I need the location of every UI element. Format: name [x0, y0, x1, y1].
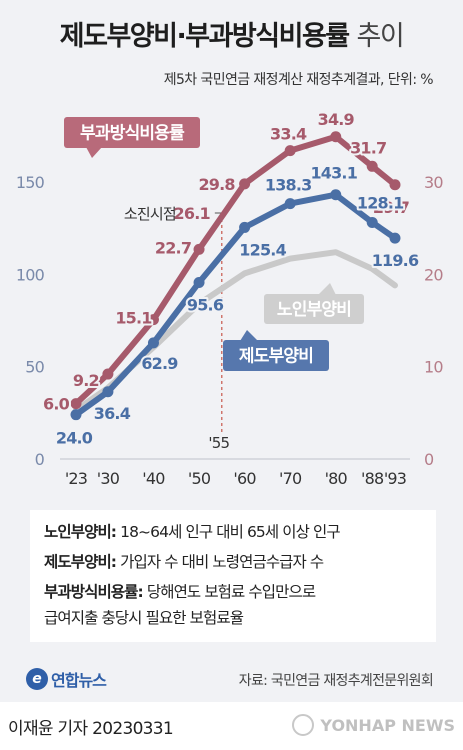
- legend-desc: 18~64세 인구 대비 65세 이상 인구: [116, 523, 341, 541]
- system-dependency-point: [330, 189, 342, 201]
- pay-rate-point: [284, 145, 296, 157]
- title-bold: 제도부양비·부과방식비용률: [59, 21, 350, 52]
- pay-rate-point: [389, 179, 401, 191]
- depletion-year-label: '55: [208, 434, 229, 452]
- left-axis-tick-label: 50: [25, 358, 44, 377]
- pay-rate-point: [70, 398, 82, 410]
- logo-text: 연합뉴스: [51, 671, 107, 690]
- title-light: 추이: [356, 21, 405, 52]
- pay-rate-point: [330, 131, 342, 143]
- source-note: 자료: 국민연금 재정추계전문위원회: [238, 673, 434, 689]
- legend-line-payrate: 부과방식비용률: 당해연도 보험료 수입만으로: [44, 580, 316, 602]
- left-axis-tick-label: 0: [35, 450, 45, 469]
- logo-mark-icon: e: [26, 668, 48, 690]
- system-dependency-data-label: 128.1: [357, 193, 404, 212]
- reporter-credit: 이재윤 기자 20230331: [8, 719, 174, 739]
- legend-term: 제도부양비:: [44, 553, 117, 571]
- pay-rate-data-label: 9.2: [73, 371, 99, 390]
- legend-line-system: 제도부양비: 가입자 수 대비 노령연금수급자 수: [44, 550, 324, 572]
- x-axis-tick-label: '70: [279, 469, 302, 488]
- depletion-label: 소진시점: [124, 205, 176, 223]
- system-dependency-series-tag-bg: [223, 340, 329, 371]
- system-dependency-point: [102, 386, 114, 398]
- chart-title: 제도부양비·부과방식비용률 추이: [0, 14, 463, 53]
- chart-subtitle: 제5차 국민연금 재정계산 재정추계결과, 단위: %: [163, 72, 434, 88]
- pay-rate-series-tag-bg: [64, 117, 200, 148]
- system-dependency-data-label: 143.1: [310, 164, 357, 183]
- left-axis-tick-label: 100: [16, 265, 45, 284]
- system-dependency-series-tag: 제도부양비: [239, 347, 313, 367]
- system-dependency-data-label: 24.0: [56, 429, 93, 448]
- x-axis-tick-label: '30: [97, 469, 120, 488]
- system-dependency-point: [147, 337, 159, 349]
- legend-term: 노인부양비:: [44, 523, 117, 541]
- system-dependency-point: [193, 276, 205, 288]
- wire-text: YONHAP NEWS: [320, 715, 455, 735]
- pay-rate-point: [147, 314, 159, 326]
- pay-rate-series-tag-pointer: [86, 147, 102, 158]
- system-dependency-data-label: 62.9: [141, 354, 178, 373]
- elderly-dependency-line: [73, 249, 398, 414]
- legend-desc: 급여지출 충당시 필요한 보험료율: [44, 609, 244, 627]
- x-axis-tick-label: '60: [233, 469, 256, 488]
- system-dependency-point: [284, 198, 296, 210]
- legend-line-elderly: 노인부양비: 18~64세 인구 대비 65세 이상 인구: [44, 520, 341, 542]
- elderly-dependency-series-tag-pointer: [318, 283, 336, 295]
- right-axis-tick-label: 0: [424, 450, 434, 469]
- system-dependency-data-label: 125.4: [239, 240, 286, 259]
- wire-watermark: YONHAP NEWS: [292, 714, 455, 736]
- x-axis-tick-label: '23: [65, 469, 87, 488]
- system-dependency-series-tag-pointer: [240, 330, 258, 341]
- line-chart: 0 50 100 150 0 10 20 30 '23 '30 '40 '50 '60 '70 '80 '88…: [16, 108, 444, 488]
- x-axis-tick-label: '80: [325, 469, 348, 488]
- system-dependency-data-label: 95.6: [187, 295, 224, 314]
- legend-desc: 당해연도 보험료 수입만으로: [142, 583, 316, 601]
- elderly-dependency-series-tag-bg: [264, 294, 364, 324]
- left-axis-tick-label: 150: [16, 173, 45, 192]
- pay-rate-data-label: 29.8: [198, 175, 235, 194]
- footer-bar: 이재윤 기자 20230331 YONHAP NEWS: [0, 702, 463, 750]
- system-dependency-data-label: 119.6: [372, 251, 419, 270]
- pay-rate-data-label: 15.1: [115, 309, 152, 328]
- pay-rate-point: [239, 178, 251, 190]
- right-axis-tick-label: 30: [424, 173, 443, 192]
- wire-logo-icon: [292, 714, 315, 736]
- pay-rate-data-label: 33.4: [270, 125, 307, 144]
- x-axis-tick-label: '93: [384, 469, 406, 488]
- right-axis-tick-label: 20: [424, 265, 443, 284]
- x-axis-tick-label: '40: [142, 469, 165, 488]
- x-axis-tick-label: '50: [188, 469, 211, 488]
- x-axis-tick-label: '88: [361, 469, 384, 488]
- pay-rate-data-label: 6.0: [43, 395, 70, 414]
- system-dependency-data-label: 138.3: [265, 176, 312, 195]
- pay-rate-point: [366, 160, 378, 172]
- pay-rate-data-label: 34.9: [318, 110, 355, 129]
- depletion-value-label: 26.1: [174, 204, 211, 223]
- legend-desc: 가입자 수 대비 노령연금수급자 수: [116, 553, 324, 571]
- legend-box: 노인부양비: 18~64세 인구 대비 65세 이상 인구 제도부양비: 가입자…: [30, 510, 436, 642]
- elderly-dependency-series-tag: 노인부양비: [277, 300, 351, 320]
- system-dependency-point: [70, 409, 82, 421]
- system-dependency-point: [366, 216, 378, 228]
- pay-rate-series-tag: 부과방식비용률: [80, 124, 185, 144]
- system-dependency-point: [239, 221, 251, 233]
- legend-line-payrate-cont: 급여지출 충당시 필요한 보험료율: [44, 606, 244, 628]
- pay-rate-data-label: 29.7: [373, 198, 409, 217]
- pay-rate-data-label: 31.7: [350, 138, 386, 157]
- yonhap-logo: e 연합뉴스: [26, 667, 107, 691]
- system-dependency-data-label: 36.4: [94, 404, 131, 423]
- system-dependency-point: [389, 232, 401, 244]
- pay-rate-point: [193, 243, 205, 255]
- pay-rate-point: [102, 368, 114, 380]
- right-axis-tick-label: 10: [424, 358, 443, 377]
- legend-term: 부과방식비용률:: [44, 583, 144, 601]
- infographic-card: 제도부양비·부과방식비용률 추이 제5차 국민연금 재정계산 재정추계결과, 단…: [0, 14, 463, 691]
- pay-rate-data-label: 22.7: [155, 238, 191, 257]
